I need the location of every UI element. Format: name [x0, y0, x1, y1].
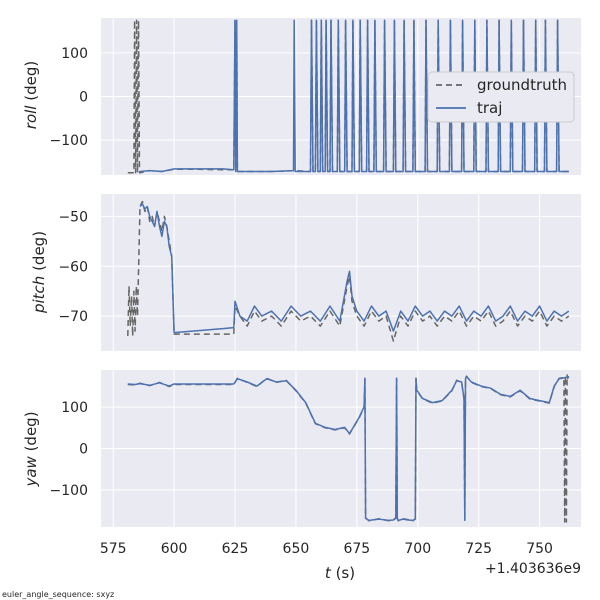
pitch-panel: −50 −60 −70 pitch (deg) — [30, 194, 581, 351]
x-axis-label: t (s) — [325, 564, 355, 582]
pitch-y-tick-labels: −50 −60 −70 — [58, 209, 88, 325]
pitch-y-tick-label: −60 — [58, 259, 88, 275]
pitch-plot-area — [101, 194, 581, 351]
x-tick-label: 750 — [526, 541, 553, 557]
yaw-y-tick-label: 100 — [61, 400, 88, 416]
pitch-traj-line — [139, 203, 570, 334]
x-tick-labels: 575 600 625 650 675 700 725 750 — [100, 541, 553, 557]
x-tick-label: 650 — [283, 541, 310, 557]
roll-y-tick-label: −100 — [50, 133, 88, 149]
x-tick-label: 575 — [100, 541, 127, 557]
legend-traj-label: traj — [477, 99, 502, 117]
x-tick-label: 600 — [161, 541, 188, 557]
roll-y-tick-label: 0 — [79, 90, 88, 106]
roll-y-axis-label: roll (deg) — [22, 61, 40, 129]
x-tick-label: 725 — [465, 541, 492, 557]
yaw-panel: 100 0 −100 575 600 625 650 675 700 725 750 yaw (d… — [22, 370, 581, 582]
pitch-series — [127, 200, 570, 342]
pitch-y-axis-label: pitch (deg) — [30, 231, 48, 314]
x-tick-label: 625 — [222, 541, 249, 557]
pitch-y-tick-label: −70 — [58, 309, 88, 325]
x-offset-label: +1.403636e9 — [485, 561, 581, 577]
legend: groundtruth traj — [427, 71, 575, 123]
roll-y-tick-labels: 100 0 −100 — [50, 46, 88, 149]
yaw-y-tick-labels: 100 0 −100 — [50, 400, 88, 499]
yaw-grid — [101, 370, 581, 527]
yaw-y-axis-label: yaw (deg) — [22, 411, 40, 487]
yaw-y-tick-label: 0 — [79, 442, 88, 458]
legend-box — [427, 71, 575, 123]
pitch-y-tick-label: −50 — [58, 209, 88, 225]
roll-panel: 100 0 −100 roll (deg) groundtruth traj — [22, 18, 581, 175]
pitch-grid — [101, 194, 581, 351]
legend-groundtruth-label: groundtruth — [477, 76, 567, 94]
yaw-traj-line — [127, 375, 569, 522]
x-tick-label: 700 — [404, 541, 431, 557]
x-tick-label: 675 — [343, 541, 370, 557]
roll-y-tick-label: 100 — [61, 46, 88, 62]
euler-sequence-footnote: euler_angle_sequence: sxyz — [2, 590, 114, 599]
yaw-series — [127, 374, 570, 523]
yaw-y-tick-label: −100 — [50, 483, 88, 499]
